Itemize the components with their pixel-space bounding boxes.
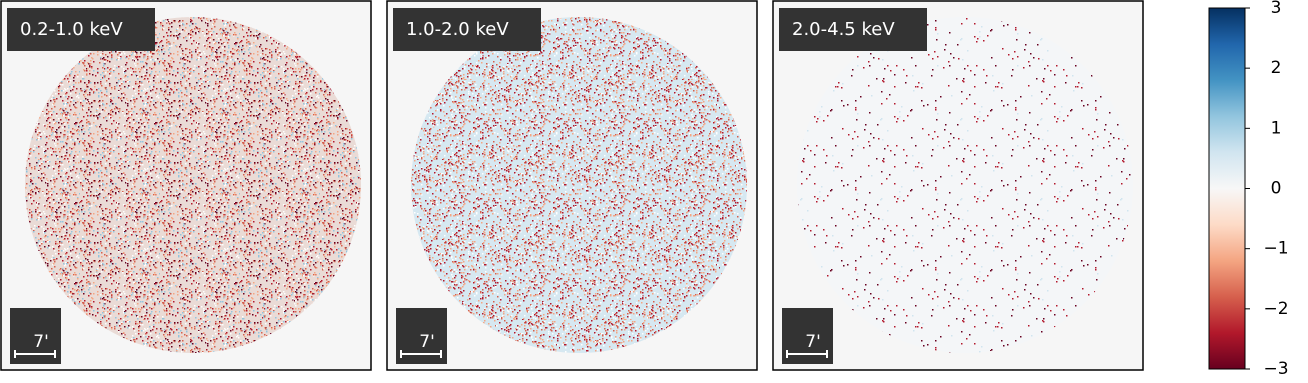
panel-frame <box>386 0 758 371</box>
colorbar-tick-label: −2 <box>1263 299 1288 319</box>
colorbar-tick-label: 0 <box>1271 179 1282 199</box>
label-box <box>393 8 541 51</box>
scale-bar <box>786 350 828 358</box>
field-of-view <box>411 17 747 353</box>
panel-frame <box>772 0 1144 371</box>
colorbar-tick-label: −3 <box>1263 359 1288 379</box>
colorbar <box>1208 7 1246 370</box>
scale-bar <box>14 350 56 358</box>
panel-frame <box>0 0 372 371</box>
scale-label: 7' <box>33 332 49 352</box>
scale-bar <box>400 350 442 358</box>
panel-label: 1.0-2.0 keV <box>406 19 509 40</box>
panel-label: 0.2-1.0 keV <box>20 19 123 40</box>
scale-label: 7' <box>805 332 821 352</box>
label-box <box>779 8 927 51</box>
colorbar-tick-label: 3 <box>1271 0 1282 18</box>
field-of-view <box>25 17 361 353</box>
colorbar-tick-label: 1 <box>1271 118 1282 138</box>
field-of-view <box>797 17 1133 353</box>
scale-label: 7' <box>419 332 435 352</box>
panel-label: 2.0-4.5 keV <box>792 19 895 40</box>
label-box <box>7 8 155 51</box>
colorbar-tick-label: 2 <box>1271 58 1282 78</box>
colorbar-tick-label: −1 <box>1263 239 1288 259</box>
